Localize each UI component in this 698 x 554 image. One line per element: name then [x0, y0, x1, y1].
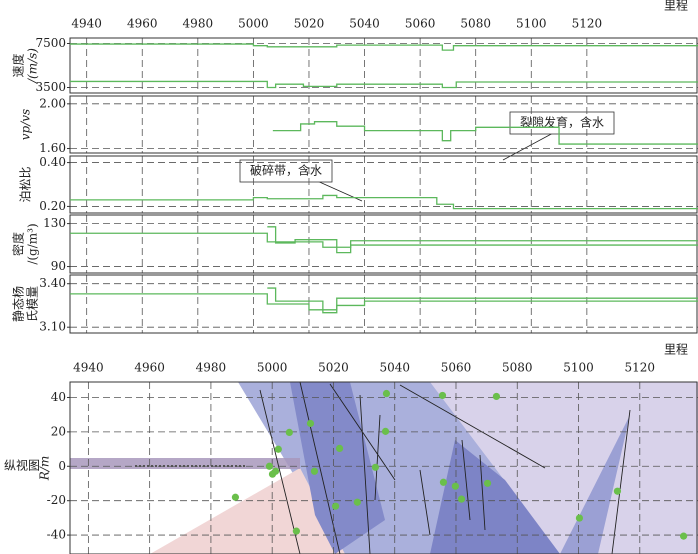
y-tick-label: -40 [47, 528, 66, 542]
x-tick-label: 5000 [257, 361, 288, 375]
x-tick-label: 5020 [294, 17, 325, 31]
point [575, 514, 584, 522]
y-tick-label: 3500 [35, 80, 66, 94]
point [457, 495, 466, 503]
point [331, 502, 340, 510]
y-tick-label: 90 [51, 259, 66, 273]
y-tick-label: 0.40 [39, 155, 66, 169]
x-tick-label: 4940 [71, 17, 102, 31]
y-axis-label: 氏模量 [26, 286, 40, 322]
x-axis-label: 里程 [664, 342, 688, 357]
y-tick-label: 20 [51, 424, 66, 438]
annotation: 裂隙发育，含水 [520, 115, 604, 130]
point [292, 527, 300, 535]
annotation: 破碎带，含水 [250, 163, 322, 178]
callout-box [239, 159, 333, 183]
y-tick-label: 7500 [35, 36, 66, 50]
point [335, 444, 344, 452]
borehole-band [70, 458, 300, 469]
x-tick-label: 5000 [238, 17, 269, 31]
data-line [70, 232, 698, 248]
y-axis-label: 密度 [11, 232, 26, 256]
panel-frame [69, 95, 698, 154]
annotation-callouts [239, 111, 615, 202]
panel-frame [69, 155, 698, 214]
x-tick-label: 5060 [441, 361, 472, 375]
data-line [70, 43, 698, 51]
x-tick-label: 5080 [502, 361, 533, 375]
side-label: 纵视图 [4, 458, 40, 473]
point [310, 467, 319, 475]
point [265, 462, 274, 470]
y-axis-label: vp/vs [19, 109, 33, 140]
point [381, 427, 390, 435]
x-tick-label: 5100 [563, 361, 594, 375]
y-axis-label: 泊松比 [19, 166, 33, 202]
x-tick-label: 5040 [379, 361, 410, 375]
point [231, 493, 240, 501]
x-tick-label: 5080 [460, 17, 491, 31]
panel-frame [69, 274, 698, 334]
data-line [70, 293, 698, 311]
point [285, 428, 293, 436]
y-axis-label: /(g/m³) [26, 223, 40, 264]
panel-frame [69, 37, 698, 94]
panel-frame [69, 214, 698, 274]
x-tick-label: 5020 [318, 361, 349, 375]
x-tick-label: 4980 [183, 17, 214, 31]
y-axis-label: 速度 [11, 53, 26, 77]
y-tick-label: 1.60 [39, 141, 66, 155]
x-tick-label: 5040 [349, 17, 380, 31]
point [382, 389, 391, 398]
y-tick-label: -20 [47, 493, 66, 507]
point [492, 392, 501, 401]
x-tick-label: 5060 [405, 17, 436, 31]
data-line [70, 80, 698, 89]
x-tick-label: 4940 [73, 361, 104, 375]
y-tick-label: 0 [58, 459, 66, 473]
point [274, 445, 282, 453]
x-axis-label: 里程 [664, 0, 688, 13]
x-tick-label: 4960 [127, 17, 158, 31]
point [451, 482, 459, 490]
zone [430, 440, 560, 554]
point [371, 463, 380, 471]
y-axis-label: 静态杨 [11, 286, 26, 322]
y-tick-label: 130 [43, 216, 66, 230]
y-axis-label: R/m [38, 456, 52, 481]
x-tick-label: 5120 [625, 361, 656, 375]
y-tick-label: 3.10 [39, 320, 66, 334]
x-tick-label: 4960 [134, 361, 165, 375]
y-tick-label: 3.40 [39, 276, 66, 290]
leader-line [502, 131, 556, 161]
point [613, 487, 622, 495]
point [438, 391, 447, 400]
point [680, 532, 688, 540]
data-line [267, 226, 698, 254]
point [483, 479, 492, 487]
point [439, 478, 448, 486]
x-tick-label: 5120 [572, 17, 603, 31]
x-tick-label: 5100 [516, 17, 547, 31]
panel-frame [69, 381, 698, 554]
data-line [267, 287, 698, 314]
zone [290, 382, 385, 554]
point [306, 419, 315, 428]
callout-box [509, 111, 615, 135]
y-tick-label: 2.00 [39, 96, 66, 110]
point [353, 498, 361, 506]
y-tick-label: 0.20 [39, 199, 66, 213]
geology-zones [70, 381, 698, 554]
data-line [272, 121, 698, 145]
point [271, 467, 280, 475]
x-tick-label: 4980 [196, 361, 227, 375]
data-line [70, 194, 698, 210]
y-axis-label: /(m/s) [26, 48, 40, 84]
y-tick-label: 40 [51, 390, 66, 404]
